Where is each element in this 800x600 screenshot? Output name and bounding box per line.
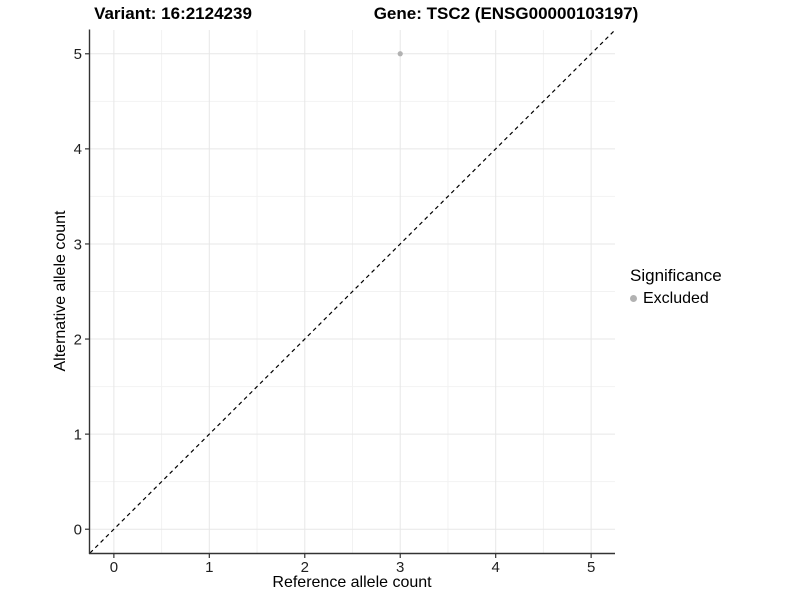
identity-line xyxy=(89,29,616,554)
x-axis-title: Reference allele count xyxy=(272,574,432,591)
y-tick-label: 0 xyxy=(74,522,82,539)
y-tick-label: 2 xyxy=(74,331,82,348)
x-tick-label: 3 xyxy=(396,559,404,576)
x-tick-label: 4 xyxy=(492,559,500,576)
y-tick-label: 4 xyxy=(74,141,82,158)
y-tick-label: 1 xyxy=(74,426,82,443)
variant-title: Variant: 16:2124239 xyxy=(94,4,252,23)
data-point xyxy=(397,51,403,57)
gene-title: Gene: TSC2 (ENSG00000103197) xyxy=(373,4,639,23)
x-tick-label: 5 xyxy=(587,559,595,576)
x-tick-label: 1 xyxy=(205,559,213,576)
legend-entry-label: Excluded xyxy=(643,290,709,307)
excluded-point-icon xyxy=(630,295,637,302)
y-tick-label: 3 xyxy=(74,236,82,253)
x-tick-label: 0 xyxy=(110,559,118,576)
legend-entry-excluded: Excluded xyxy=(630,289,722,308)
y-tick-label: 5 xyxy=(74,46,82,63)
legend-title: Significance xyxy=(630,266,722,285)
y-axis-title: Alternative allele count xyxy=(52,210,69,372)
x-tick-label: 2 xyxy=(301,559,309,576)
legend: Significance Excluded xyxy=(630,266,722,308)
